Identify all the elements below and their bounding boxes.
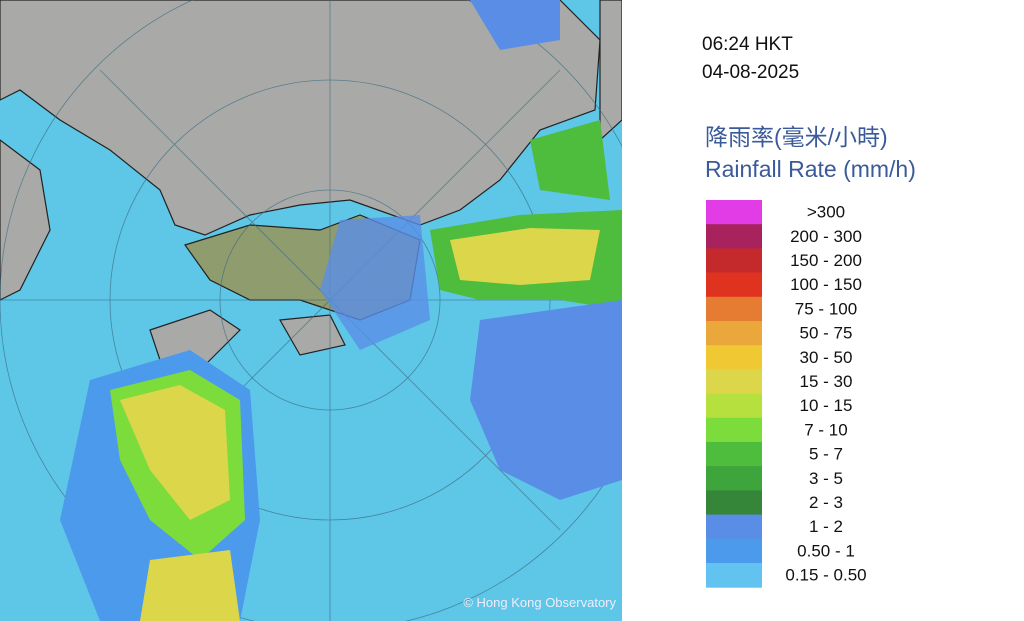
legend-label: 50 - 75 bbox=[800, 324, 853, 343]
legend-swatch bbox=[706, 345, 762, 370]
legend-swatch bbox=[706, 296, 762, 322]
legend-label: 100 - 150 bbox=[790, 275, 862, 294]
legend-swatch bbox=[706, 393, 762, 419]
legend-swatch bbox=[706, 369, 762, 395]
legend-label: 2 - 3 bbox=[809, 493, 843, 512]
legend-label: >300 bbox=[807, 203, 845, 222]
legend-label: 7 - 10 bbox=[804, 420, 847, 439]
legend-swatch bbox=[706, 442, 762, 467]
legend-label: 3 - 5 bbox=[809, 469, 843, 488]
date: 04-08-2025 bbox=[702, 62, 800, 83]
legend-swatch bbox=[706, 490, 762, 516]
legend-label: 1 - 2 bbox=[809, 517, 843, 536]
legend-label: 75 - 100 bbox=[795, 299, 857, 318]
rain-echoes bbox=[60, 0, 622, 621]
legend-label: 10 - 15 bbox=[800, 396, 853, 415]
legend-swatch bbox=[706, 200, 762, 225]
legend-swatch bbox=[706, 538, 762, 564]
legend-label: 150 - 200 bbox=[790, 251, 862, 270]
legend-label: 30 - 50 bbox=[800, 348, 853, 367]
legend-label: 200 - 300 bbox=[790, 227, 862, 246]
time: 06:24 HKT bbox=[702, 34, 793, 55]
legend-swatch bbox=[706, 466, 762, 491]
credit: © Hong Kong Observatory bbox=[463, 595, 616, 610]
legend-swatch bbox=[706, 417, 762, 443]
legend-label: 15 - 30 bbox=[800, 372, 853, 391]
legend-title-en: Rainfall Rate (mm/h) bbox=[705, 156, 916, 182]
radar-map: © Hong Kong Observatory bbox=[0, 0, 622, 621]
legend-swatch bbox=[706, 514, 762, 540]
legend-swatch bbox=[706, 248, 762, 274]
legend-swatch bbox=[706, 224, 762, 249]
legend-title-zh: 降雨率(毫米/小時) bbox=[705, 124, 888, 150]
legend-label: 0.15 - 0.50 bbox=[785, 566, 866, 585]
legend-swatch bbox=[706, 272, 762, 298]
legend-label: 0.50 - 1 bbox=[797, 541, 855, 560]
legend-swatch bbox=[706, 321, 762, 346]
legend-swatch bbox=[706, 563, 762, 588]
legend-label: 5 - 7 bbox=[809, 445, 843, 464]
